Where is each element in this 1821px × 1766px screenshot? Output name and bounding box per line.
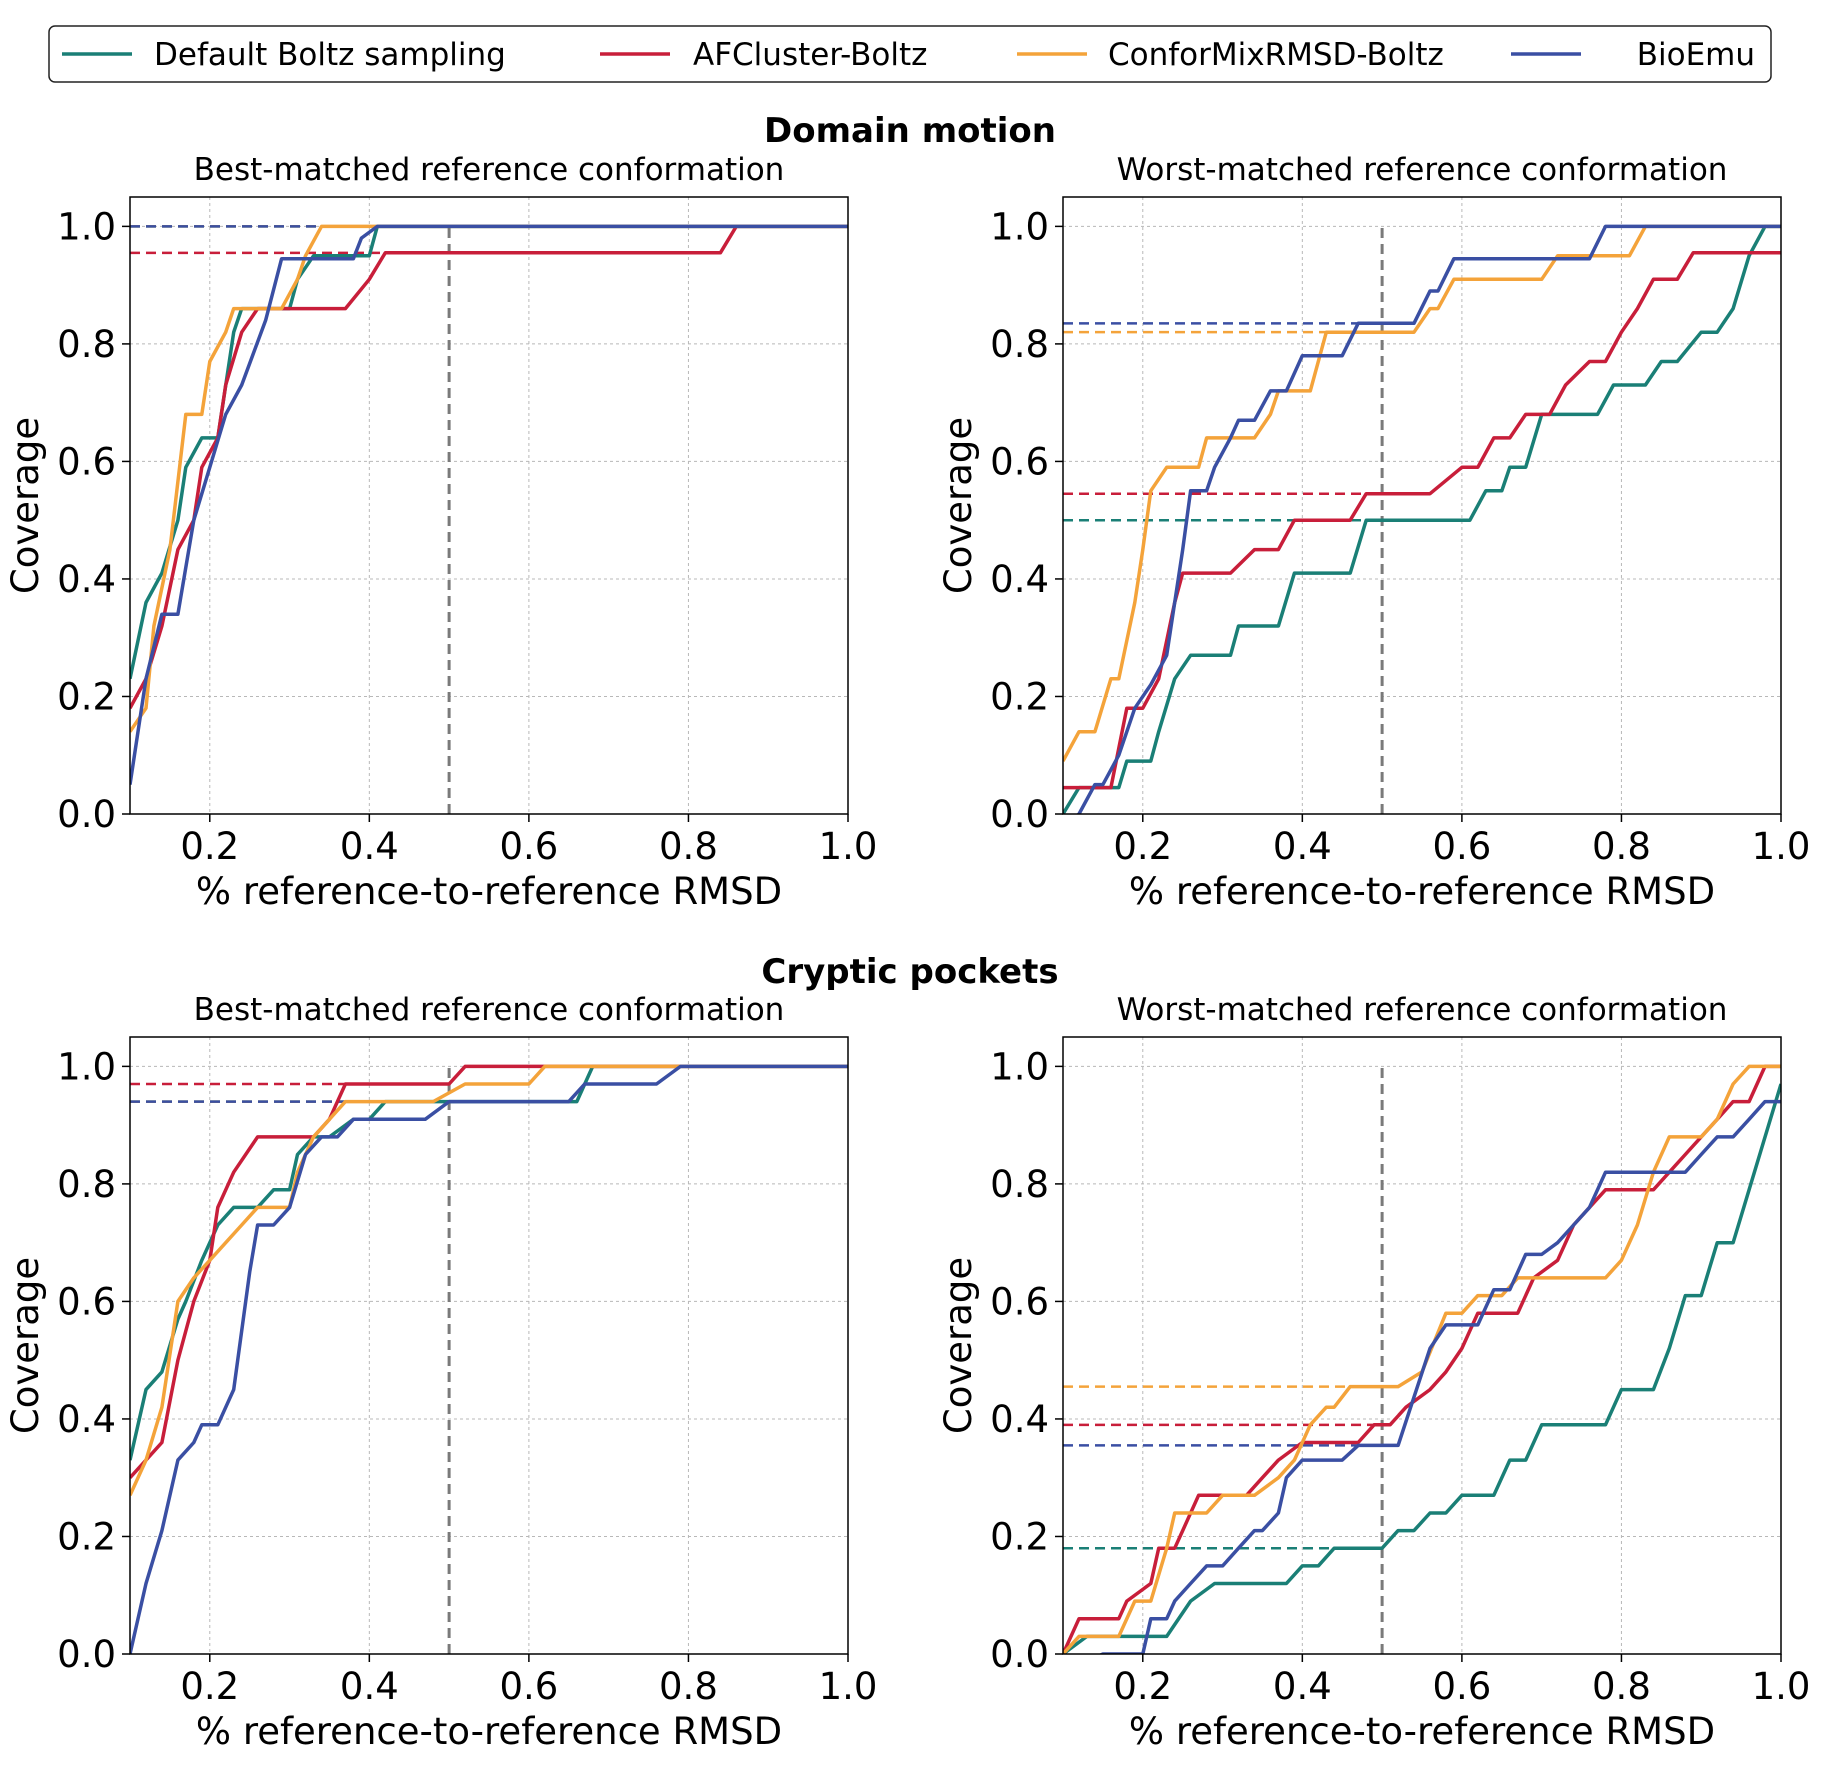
- x-tick-label: 0.6: [499, 825, 558, 868]
- y-tick-label: 0.2: [990, 675, 1049, 718]
- plot-frame: [1062, 196, 1782, 815]
- chart-domain-motion-best: 0.2 0.4 0.6 0.8 1.0 0.0 0.2 0.4 0.6 0.8 1.0 Best-ma…: [4, 152, 877, 913]
- series-group: [130, 1064, 848, 1654]
- y-tick-label: 0.8: [57, 323, 116, 366]
- y-tick-label: 0.8: [57, 1163, 116, 1206]
- x-axis-label: % reference-to-reference RMSD: [1129, 870, 1715, 913]
- x-axis-label: % reference-to-reference RMSD: [196, 870, 782, 913]
- legend-frame: [48, 25, 1772, 83]
- y-tick-label: 1.0: [57, 205, 116, 248]
- y-tick-label: 0.0: [57, 1633, 116, 1676]
- chart-domain-motion-worst: 0.2 0.4 0.6 0.8 1.0 0.0 0.2 0.4 0.6 0.8 1.0 Worst-m…: [937, 152, 1810, 913]
- series-line-conformix: [130, 1064, 848, 1497]
- legend-label-conformix: ConforMixRMSD-Boltz: [1108, 37, 1444, 73]
- x-tick-label: 0.4: [340, 1665, 399, 1708]
- x-tick-label: 0.8: [1592, 1665, 1651, 1708]
- x-tick-label: 0.8: [659, 825, 718, 868]
- y-tick-label: 0.2: [57, 675, 116, 718]
- series-line-default-boltz: [1063, 1083, 1781, 1654]
- series-line-afcluster: [1063, 1064, 1781, 1654]
- y-tick-label: 0.8: [990, 323, 1049, 366]
- y-tick-label: 0.4: [57, 558, 116, 601]
- y-tick-label: 0.0: [57, 793, 116, 836]
- series-line-conformix: [130, 224, 848, 733]
- chart-title: Worst-matched reference conformation: [1117, 152, 1728, 188]
- x-tick-label: 0.4: [340, 825, 399, 868]
- y-tick-label: 0.2: [57, 1515, 116, 1558]
- x-tick-label: 0.4: [1273, 825, 1332, 868]
- chart-cryptic-pockets-worst: 0.2 0.4 0.6 0.8 1.0 0.0 0.2 0.4 0.6 0.8 1.0 Worst-m…: [937, 992, 1810, 1753]
- y-tick-label: 0.4: [57, 1398, 116, 1441]
- x-tick-label: 0.6: [1432, 825, 1491, 868]
- y-tick-label: 0.6: [990, 440, 1049, 483]
- series-group: [1063, 1064, 1781, 1654]
- series-line-conformix: [1063, 1064, 1781, 1654]
- y-tick-label: 0.6: [990, 1280, 1049, 1323]
- series-group: [130, 224, 848, 785]
- y-tick-label: 0.8: [990, 1163, 1049, 1206]
- series-line-bioemu: [130, 224, 848, 785]
- y-tick-label: 0.4: [990, 558, 1049, 601]
- y-tick-label: 0.2: [990, 1515, 1049, 1558]
- section-title-domain-motion: Domain motion: [764, 111, 1056, 151]
- legend-label-afcluster: AFCluster-Boltz: [693, 37, 927, 73]
- series-line-default-boltz: [130, 1064, 848, 1461]
- plot-frame: [129, 1036, 849, 1655]
- y-axis-label: Coverage: [937, 417, 980, 594]
- x-tick-label: 0.6: [1432, 1665, 1491, 1708]
- x-tick-label: 0.2: [180, 825, 239, 868]
- y-tick-label: 1.0: [990, 1045, 1049, 1088]
- y-axis-label: Coverage: [4, 1257, 47, 1434]
- y-axis-label: Coverage: [937, 1257, 980, 1434]
- x-tick-label: 0.8: [1592, 825, 1651, 868]
- x-tick-label: 0.6: [499, 1665, 558, 1708]
- chart-title: Worst-matched reference conformation: [1117, 992, 1728, 1028]
- x-axis-label: % reference-to-reference RMSD: [1129, 1710, 1715, 1753]
- x-tick-label: 1.0: [1752, 1665, 1811, 1708]
- x-tick-label: 1.0: [819, 1665, 878, 1708]
- legend-label-default-boltz: Default Boltz sampling: [154, 37, 506, 73]
- section-title-cryptic-pockets: Cryptic pockets: [761, 952, 1058, 992]
- series-line-default-boltz: [1063, 224, 1781, 814]
- x-axis-label: % reference-to-reference RMSD: [196, 1710, 782, 1753]
- series-line-bioemu: [130, 1064, 848, 1654]
- y-tick-label: 0.0: [990, 1633, 1049, 1676]
- y-axis-label: Coverage: [4, 417, 47, 594]
- x-tick-label: 0.2: [1113, 1665, 1172, 1708]
- x-tick-label: 1.0: [1752, 825, 1811, 868]
- chart-title: Best-matched reference conformation: [194, 992, 785, 1028]
- x-tick-label: 0.2: [1113, 825, 1172, 868]
- x-tick-label: 0.4: [1273, 1665, 1332, 1708]
- y-tick-label: 0.0: [990, 793, 1049, 836]
- y-tick-label: 0.6: [57, 440, 116, 483]
- x-tick-label: 0.8: [659, 1665, 718, 1708]
- chart-title: Best-matched reference conformation: [194, 152, 785, 188]
- series-line-conformix: [1063, 224, 1781, 762]
- chart-cryptic-pockets-best: 0.2 0.4 0.6 0.8 1.0 0.0 0.2 0.4 0.6 0.8 1.0 Best-ma…: [4, 992, 877, 1753]
- series-group: [1063, 224, 1781, 814]
- y-tick-label: 1.0: [57, 1045, 116, 1088]
- y-tick-label: 0.6: [57, 1280, 116, 1323]
- plot-frame: [129, 196, 849, 815]
- x-tick-label: 0.2: [180, 1665, 239, 1708]
- y-tick-label: 1.0: [990, 205, 1049, 248]
- legend: Default Boltz sampling AFCluster-Boltz C…: [48, 25, 1772, 83]
- legend-label-bioemu: BioEmu: [1637, 37, 1755, 73]
- x-tick-label: 1.0: [819, 825, 878, 868]
- series-line-bioemu: [1076, 224, 1781, 814]
- y-tick-label: 0.4: [990, 1398, 1049, 1441]
- plot-frame: [1062, 1036, 1782, 1655]
- series-line-bioemu: [1098, 1099, 1781, 1654]
